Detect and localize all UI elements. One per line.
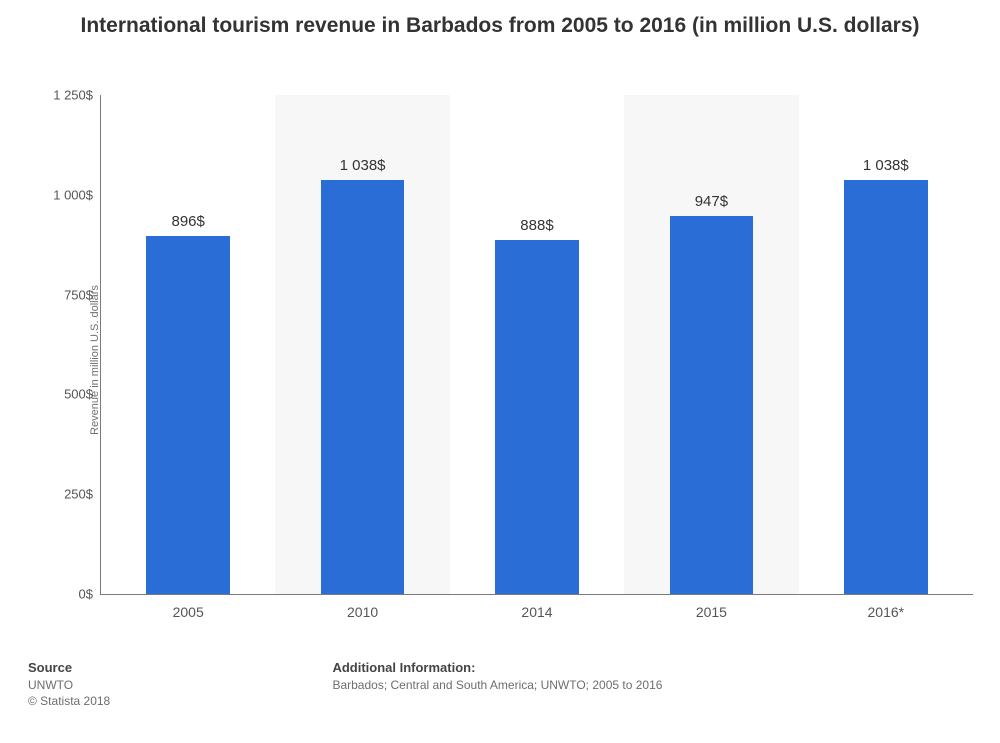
y-tick-label: 1 250$ xyxy=(53,88,101,103)
y-tick-label: 750$ xyxy=(64,287,101,302)
plot-area: 0$250$500$750$1 000$1 250$896$20051 038$… xyxy=(100,95,973,595)
bar-value-label: 947$ xyxy=(695,193,728,216)
chart-area: Revenue in million U.S. dollars 0$250$50… xyxy=(78,95,973,625)
x-tick-label: 2016* xyxy=(868,594,905,620)
y-tick-label: 1 000$ xyxy=(53,187,101,202)
bar: 896$ xyxy=(146,236,230,594)
info-text: Barbados; Central and South America; UNW… xyxy=(332,677,932,693)
bar-value-label: 888$ xyxy=(520,217,553,240)
copyright-text: © Statista 2018 xyxy=(28,693,328,709)
bar-value-label: 1 038$ xyxy=(863,157,909,180)
bar: 888$ xyxy=(495,240,579,594)
source-heading: Source xyxy=(28,660,328,675)
x-tick-label: 2010 xyxy=(347,594,378,620)
info-heading: Additional Information: xyxy=(332,660,932,675)
x-tick-label: 2014 xyxy=(521,594,552,620)
bar-value-label: 896$ xyxy=(172,213,205,236)
footer-source-col: Source UNWTO © Statista 2018 xyxy=(28,660,328,709)
y-tick-label: 250$ xyxy=(64,487,101,502)
x-tick-label: 2005 xyxy=(173,594,204,620)
bar: 1 038$ xyxy=(844,180,928,594)
bar: 1 038$ xyxy=(321,180,405,594)
chart-title: International tourism revenue in Barbado… xyxy=(0,0,1000,40)
y-tick-label: 0$ xyxy=(79,587,101,602)
bar: 947$ xyxy=(670,216,754,594)
footer-info-col: Additional Information: Barbados; Centra… xyxy=(332,660,932,693)
bar-value-label: 1 038$ xyxy=(340,157,386,180)
source-text: UNWTO xyxy=(28,677,328,693)
y-tick-label: 500$ xyxy=(64,387,101,402)
x-tick-label: 2015 xyxy=(696,594,727,620)
chart-footer: Source UNWTO © Statista 2018 Additional … xyxy=(28,660,972,709)
